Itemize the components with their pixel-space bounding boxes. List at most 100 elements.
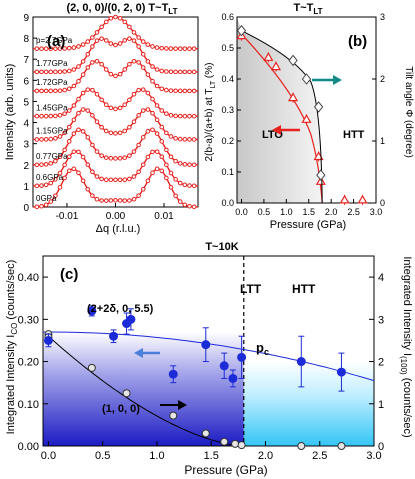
panel-a-point [191, 88, 197, 94]
annotation-100-peak: (1, 0, 0) [102, 403, 140, 415]
panel-b: T~TLT 0.0 0.5 1.0 1.5 2.0 2.5 3.00.00.10.20.30… [204, 2, 414, 231]
panel-b-ytick-right-label: 1 [380, 136, 385, 146]
panel-a-point [57, 154, 63, 160]
ltt-region [43, 332, 244, 446]
panel-a-point [117, 155, 123, 161]
panel-a-point [150, 149, 155, 155]
panel-a-series-label: p=2.7GPa [36, 36, 73, 45]
panel-a-ytick-label: 2 [23, 161, 29, 172]
panel-a-point [76, 149, 81, 155]
panel-a-point [182, 137, 188, 142]
panel-c-100-point [169, 411, 178, 420]
panel-a-point [154, 83, 160, 89]
panel-c: T~10K 0.0 0.5 1.0 1.5 2.0 2.5 3.00.000.100.200… [5, 241, 413, 477]
panel-a-point [94, 174, 100, 179]
panel-a-point [71, 67, 77, 72]
panel-c-co-point [168, 369, 178, 379]
panel-a-point [80, 59, 86, 64]
panel-a-point [39, 203, 44, 209]
panel-a-point [164, 130, 169, 136]
panel-c-ytick-right-label: 1 [378, 399, 384, 411]
panel-a-point [122, 38, 128, 43]
panel-a-point [85, 39, 91, 44]
panel-c-axes: 0.0 0.5 1.0 1.5 2.0 2.5 3.0 0.00 0.10 0.20 0.30 0.4… [18, 255, 384, 462]
panel-c-xtick-label: 0.5 [95, 450, 110, 462]
panel-a-series-label: 0.77GPa [36, 152, 68, 161]
panel-a-point [113, 14, 118, 20]
panel-a-point [53, 46, 58, 51]
panel-a-point [66, 86, 72, 92]
panel-a-point [108, 177, 114, 183]
panel-c-frame [42, 255, 375, 447]
panel-a-point [76, 64, 81, 69]
panel-a-point [187, 203, 192, 209]
panel-a-point [173, 69, 178, 75]
panel-a-point [159, 139, 165, 144]
panel-a-point [39, 88, 44, 94]
panel-a-point [145, 154, 151, 160]
panel-a-point [48, 180, 54, 186]
panel-a-point [173, 177, 178, 182]
panel-a-point [62, 69, 67, 74]
panel-a-point [173, 88, 178, 94]
panel-c-ytick-left-label: 0.30 [18, 314, 39, 326]
panel-c-100-point [201, 429, 210, 438]
panel-a-point [145, 129, 151, 134]
panel-a-point [187, 137, 192, 142]
panel-a-point [99, 198, 104, 203]
panel-a-point [131, 119, 137, 125]
panel-a-point [150, 78, 155, 84]
panel-a-point [48, 199, 54, 204]
panel-c-data [43, 305, 375, 450]
panel-a-point [122, 155, 128, 160]
panel-a-point [117, 15, 123, 21]
panel-a-point [43, 46, 49, 51]
panel-a-series-label: 1.15GPa [36, 127, 68, 136]
panel-a-point [127, 36, 132, 41]
panel-a-point [34, 69, 40, 75]
panel-a-point [168, 69, 174, 75]
panel-a-point [182, 46, 188, 51]
panel-a-point [57, 46, 63, 51]
panel-a-point [90, 60, 95, 65]
panel-a-point [94, 149, 100, 154]
panel-a-point [164, 87, 169, 93]
panel-a-point [117, 41, 123, 46]
panel-a-point [150, 170, 155, 176]
panel-a-point [164, 69, 169, 74]
panel-b-strain-point [270, 61, 282, 71]
panel-a-point [39, 46, 44, 51]
panel-a-point [140, 51, 146, 57]
panel-a-point [80, 42, 86, 47]
panel-a-point [48, 88, 54, 94]
panel-a-point [94, 91, 100, 97]
panel-a-point [191, 113, 197, 119]
panel-a-data: 0GPa 0.6GPa 0.77GPa 1.15GPa 1.45GPa 1.72GPa 1.… [33, 14, 198, 210]
panel-a-point [66, 168, 72, 174]
panel-a-point [113, 42, 118, 48]
panel-a-point [103, 102, 109, 108]
panel-a-point [34, 183, 40, 189]
panel-a-point [76, 127, 81, 133]
panel-a-point [154, 103, 160, 108]
panel-a-point [136, 193, 141, 198]
panel-a-point [113, 177, 118, 183]
panel-a-point [103, 198, 109, 203]
panel-c-xlabel: Pressure (GPa) [184, 463, 267, 477]
panel-a-point [140, 39, 146, 44]
panel-a-point [182, 88, 188, 94]
panel-b-xtick-label: 2.0 [325, 207, 338, 217]
panel-a-point [140, 108, 146, 113]
panel-a-point [131, 38, 137, 43]
pc-label: pc [256, 340, 269, 357]
panel-a-point [159, 86, 165, 92]
panel-a-point [85, 186, 91, 192]
panel-b-ytick-right-label: 3 [380, 12, 385, 22]
panel-a-point [154, 166, 160, 172]
panel-a-point [140, 87, 146, 92]
panel-a-point [168, 170, 174, 176]
panel-a-point [140, 186, 146, 192]
panel-a-point [71, 83, 77, 89]
panel-a-point [168, 46, 174, 51]
